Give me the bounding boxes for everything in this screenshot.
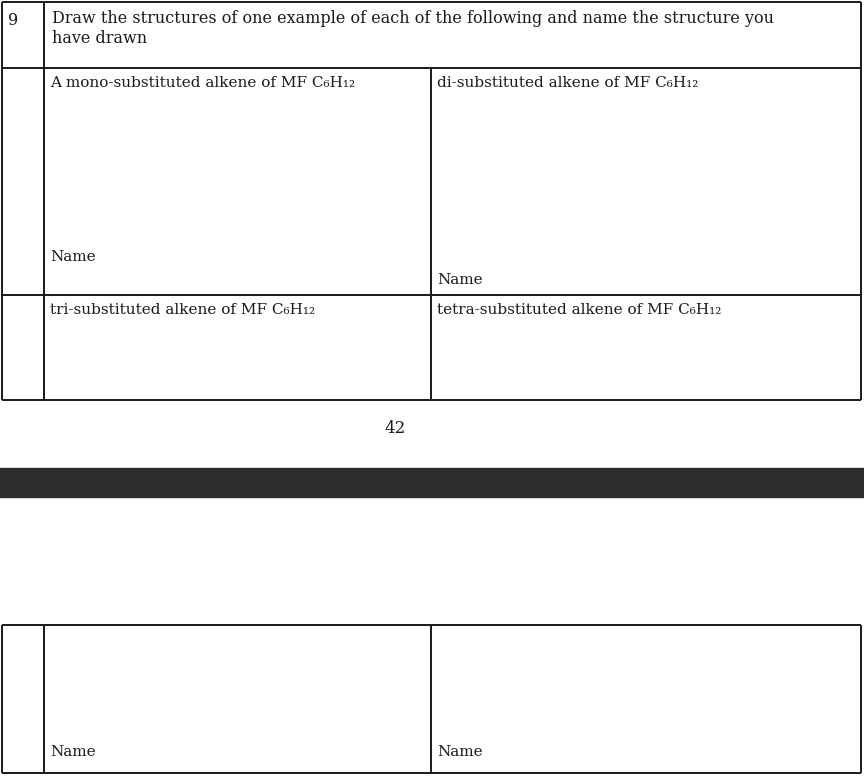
Text: Draw the structures of one example of each of the following and name the structu: Draw the structures of one example of ea… bbox=[52, 10, 774, 27]
Text: Name: Name bbox=[50, 745, 96, 759]
Text: di-substituted alkene of MF C₆H₁₂: di-substituted alkene of MF C₆H₁₂ bbox=[437, 76, 698, 90]
Text: Name: Name bbox=[437, 273, 483, 287]
Text: tri-substituted alkene of MF C₆H₁₂: tri-substituted alkene of MF C₆H₁₂ bbox=[50, 303, 315, 317]
Bar bbox=[0, 468, 864, 497]
Text: 9: 9 bbox=[8, 12, 18, 29]
Text: Name: Name bbox=[437, 745, 483, 759]
Text: tetra-substituted alkene of MF C₆H₁₂: tetra-substituted alkene of MF C₆H₁₂ bbox=[437, 303, 721, 317]
Text: Name: Name bbox=[50, 250, 96, 264]
Text: A mono-substituted alkene of MF C₆H₁₂: A mono-substituted alkene of MF C₆H₁₂ bbox=[50, 76, 355, 90]
Text: have drawn: have drawn bbox=[52, 30, 147, 47]
Text: 42: 42 bbox=[384, 420, 405, 437]
